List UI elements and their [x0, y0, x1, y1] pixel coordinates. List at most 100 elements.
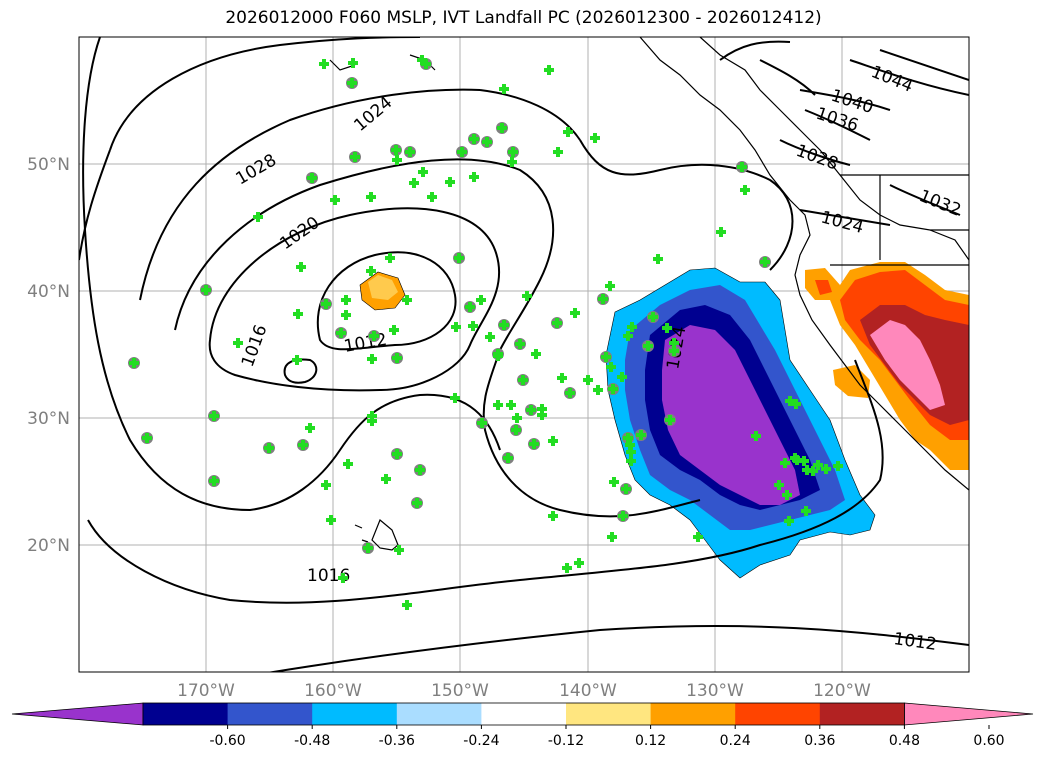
landfall-marker-plus [350, 152, 360, 162]
landfall-marker-plus [321, 480, 331, 490]
colorbar-segment [650, 703, 736, 725]
colorbar-segment [481, 703, 567, 725]
landfall-marker-plus [526, 405, 536, 415]
lon-tick-label: 130°W [686, 681, 744, 701]
landfall-marker-plus [469, 172, 479, 182]
landfall-marker-plus [609, 477, 619, 487]
landfall-marker-plus [618, 511, 628, 521]
landfall-marker-plus [363, 543, 373, 553]
landfall-marker-plus [293, 309, 303, 319]
colorbar-tick-label: 0.60 [973, 733, 1004, 749]
landfall-marker-plus [662, 323, 672, 333]
landfall-marker-plus [445, 177, 455, 187]
landfall-marker-plus [552, 318, 562, 328]
map-title: 2026012000 F060 MSLP, IVT Landfall PC (2… [225, 8, 822, 28]
colorbar-tick-label: 0.24 [720, 733, 751, 749]
landfall-marker-plus [625, 440, 635, 450]
landfall-marker-plus [801, 506, 811, 516]
colorbar-extend-min [11, 702, 144, 726]
lon-axis: 170°W 160°W 150°W 140°W 130°W 120°W [177, 681, 871, 701]
landfall-marker-plus [782, 490, 792, 500]
landfall-marker-plus [606, 362, 616, 372]
landfall-marker-plus [347, 78, 357, 88]
landfall-marker-plus [367, 354, 377, 364]
landfall-marker-plus [623, 331, 633, 341]
lon-tick-label: 170°W [177, 681, 235, 701]
colorbar-tick-label: 0.12 [635, 733, 666, 749]
landfall-marker-plus [326, 515, 336, 525]
landfall-marker-plus [497, 123, 507, 133]
landfall-marker-plus [366, 266, 376, 276]
landfall-marker-plus [451, 322, 461, 332]
landfall-marker-plus [402, 600, 412, 610]
landfall-marker-plus [343, 459, 353, 469]
landfall-marker-plus [469, 134, 479, 144]
landfall-marker-plus [648, 312, 658, 322]
map-background [79, 37, 969, 672]
landfall-marker-plus [367, 411, 377, 421]
colorbar-segment [227, 703, 313, 725]
lat-tick-label: 40°N [27, 282, 70, 302]
landfall-marker-plus [740, 185, 750, 195]
landfall-marker-plus [583, 375, 593, 385]
landfall-marker-plus [665, 415, 675, 425]
landfall-marker-plus [366, 192, 376, 202]
landfall-marker-plus [601, 352, 611, 362]
landfall-marker-plus [503, 453, 513, 463]
landfall-marker-plus [392, 449, 402, 459]
colorbar-tick-label: -0.24 [463, 733, 499, 749]
landfall-marker-plus [737, 162, 747, 172]
landfall-marker-plus [563, 127, 573, 137]
landfall-marker-plus [617, 372, 627, 382]
colorbar-tick-label: -0.12 [548, 733, 584, 749]
landfall-marker-plus [760, 257, 770, 267]
landfall-marker-plus [522, 291, 532, 301]
colorbar-segment [396, 703, 482, 725]
landfall-marker-plus [129, 358, 139, 368]
landfall-marker-plus [450, 393, 460, 403]
landfall-marker-plus [784, 516, 794, 526]
landfall-marker-plus [512, 413, 522, 423]
landfall-marker-plus [298, 440, 308, 450]
landfall-marker-plus [477, 418, 487, 428]
landfall-marker-plus [418, 167, 428, 177]
landfall-marker-plus [531, 349, 541, 359]
landfall-marker-plus [607, 532, 617, 542]
landfall-marker-plus [389, 325, 399, 335]
landfall-marker-plus [653, 254, 663, 264]
landfall-marker-plus [264, 443, 274, 453]
landfall-marker-plus [574, 558, 584, 568]
landfall-marker-plus [348, 58, 358, 68]
colorbar-segment [735, 703, 821, 725]
landfall-marker-plus [392, 155, 402, 165]
colorbar-segment [566, 703, 652, 725]
landfall-marker-plus [623, 433, 633, 443]
landfall-marker-plus [385, 253, 395, 263]
colorbar-extend-max [904, 702, 1034, 726]
landfall-marker-plus [515, 339, 525, 349]
landfall-marker-plus [369, 331, 379, 341]
landfall-marker-plus [557, 373, 567, 383]
landfall-marker-plus [808, 466, 818, 476]
landfall-marker-plus [833, 461, 843, 471]
lon-tick-label: 160°W [304, 681, 362, 701]
lon-tick-label: 150°W [431, 681, 489, 701]
landfall-marker-plus [405, 147, 415, 157]
landfall-marker-plus [409, 178, 419, 188]
landfall-marker-plus [493, 349, 503, 359]
landfall-marker-plus [209, 411, 219, 421]
landfall-marker-plus [751, 431, 761, 441]
landfall-marker-plus [529, 439, 539, 449]
landfall-marker-plus [537, 404, 547, 414]
landfall-marker-plus [253, 212, 263, 222]
landfall-marker-plus [511, 425, 521, 435]
landfall-marker-plus [626, 456, 636, 466]
lon-tick-label: 120°W [813, 681, 871, 701]
ivt-positive-region [359, 262, 969, 470]
landfall-marker-plus [716, 227, 726, 237]
landfall-marker-plus [548, 436, 558, 446]
landfall-marker-plus [799, 456, 809, 466]
landfall-marker-plus [485, 332, 495, 342]
landfall-marker-plus [402, 295, 412, 305]
landfall-marker-plus [457, 147, 467, 157]
